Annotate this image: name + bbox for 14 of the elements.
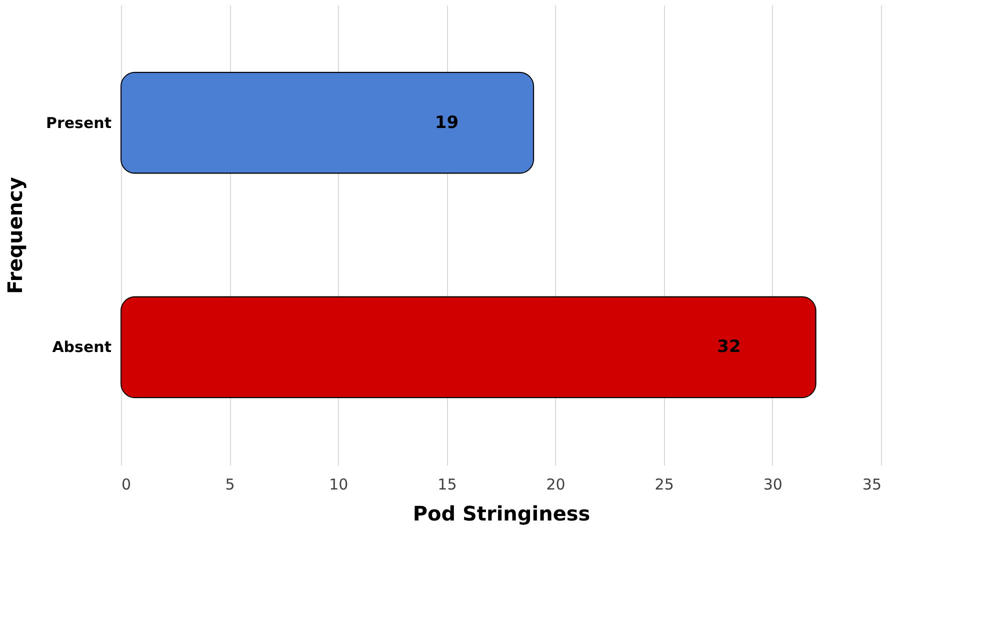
x-tick-label: 30 <box>763 476 782 494</box>
y-axis-title: Frequency <box>2 176 27 294</box>
x-tick-label: 25 <box>654 476 674 494</box>
x-tick-label: 15 <box>438 476 457 494</box>
x-tick-label: 5 <box>225 476 235 494</box>
y-tick-label: Present <box>46 114 112 132</box>
x-tick-label: 10 <box>329 476 348 494</box>
y-tick-label: Absent <box>52 338 112 356</box>
x-tick-label: 35 <box>862 476 882 494</box>
data-label: 32 <box>717 337 741 358</box>
x-tick-label: 20 <box>546 476 566 494</box>
x-axis-title: Pod Stringiness <box>412 502 590 526</box>
x-tick-label: 0 <box>122 476 132 494</box>
data-label: 19 <box>434 112 459 133</box>
